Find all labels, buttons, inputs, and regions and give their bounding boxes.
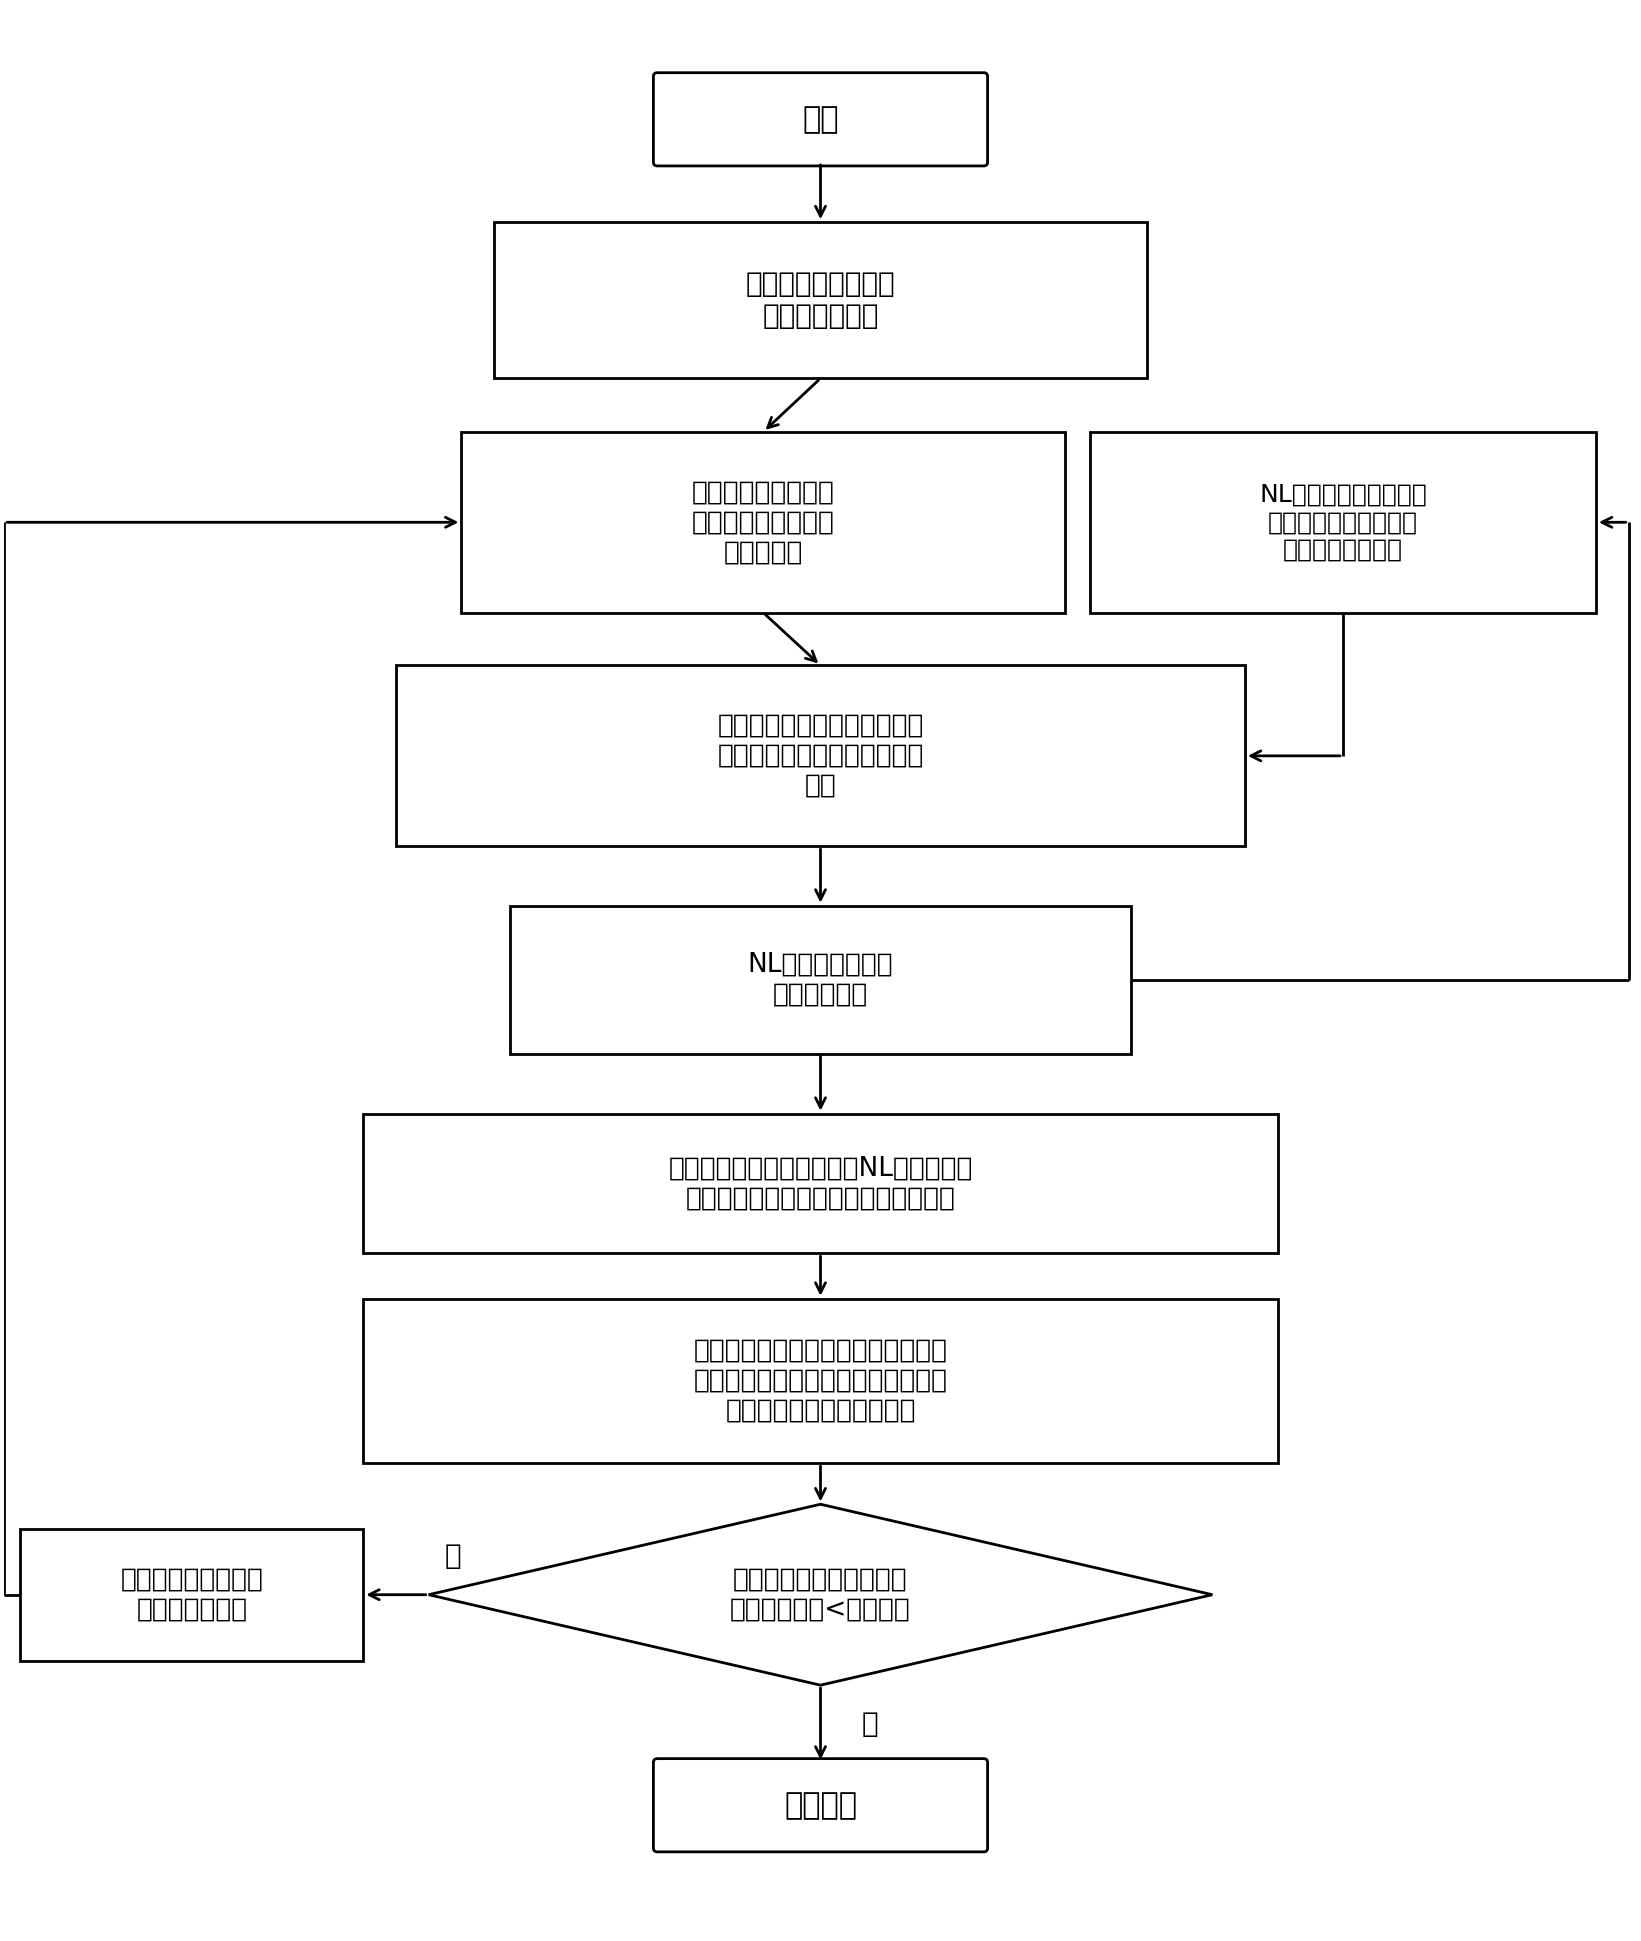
Bar bbox=[20, 1530, 363, 1660]
Text: 是: 是 bbox=[862, 1710, 878, 1737]
Text: 开始: 开始 bbox=[802, 105, 839, 134]
FancyBboxPatch shape bbox=[653, 72, 988, 165]
Bar bbox=[461, 431, 1065, 613]
Text: 相邻两次迭代过程的盲图
像复原总误差<参考阈值: 相邻两次迭代过程的盲图 像复原总误差<参考阈值 bbox=[730, 1566, 911, 1623]
Text: 通过减法器对图像的估计和NL滤波器的输
出求差产生每个像素点的迭代图像误差: 通过减法器对图像的估计和NL滤波器的输 出求差产生每个像素点的迭代图像误差 bbox=[668, 1155, 973, 1211]
Text: 输出图像: 输出图像 bbox=[784, 1792, 857, 1821]
Text: 通过减法器对部分复原图像和
部分退化因素求差产生图像的
估计: 通过减法器对部分复原图像和 部分退化因素求差产生图像的 估计 bbox=[717, 712, 924, 800]
Bar bbox=[363, 1114, 1278, 1254]
Bar bbox=[1090, 431, 1597, 613]
Bar bbox=[363, 1299, 1278, 1464]
FancyBboxPatch shape bbox=[653, 1759, 988, 1852]
Text: 退化图像通过前向滤
波器卷积滤波得到部
分复原图像: 退化图像通过前向滤 波器卷积滤波得到部 分复原图像 bbox=[693, 479, 835, 565]
Bar bbox=[494, 221, 1147, 378]
Text: 区分退化图像的目标
区域和背景区域: 区分退化图像的目标 区域和背景区域 bbox=[745, 270, 896, 330]
Bar bbox=[395, 666, 1246, 846]
Text: NL滤波器结果输入到反
馈滤波器以得到退化图
像的部分退化因素: NL滤波器结果输入到反 馈滤波器以得到退化图 像的部分退化因素 bbox=[1259, 483, 1426, 563]
Text: NL滤波器对图像的
估计进行投影: NL滤波器对图像的 估计进行投影 bbox=[748, 951, 893, 1007]
Bar bbox=[510, 906, 1131, 1054]
Text: 通过运算器和加法器对每个像素点的
迭代图像误差根据相应算法进行求和
以得到盲图像复原的总误差: 通过运算器和加法器对每个像素点的 迭代图像误差根据相应算法进行求和 以得到盲图像… bbox=[694, 1337, 947, 1425]
Text: 否: 否 bbox=[445, 1541, 461, 1570]
Polygon shape bbox=[428, 1504, 1213, 1685]
Text: 更新前向滤波器和反
馈滤波器的参数: 更新前向滤波器和反 馈滤波器的参数 bbox=[120, 1566, 263, 1623]
